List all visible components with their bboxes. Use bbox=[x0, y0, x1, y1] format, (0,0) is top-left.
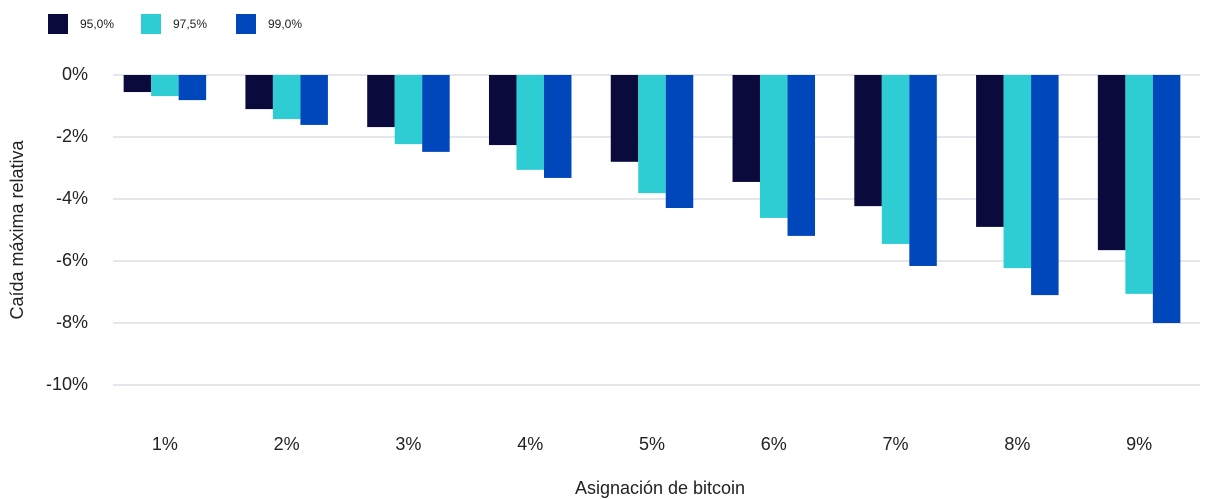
x-tick-label: 2% bbox=[274, 434, 300, 454]
bar bbox=[665, 75, 694, 208]
bar bbox=[854, 75, 882, 207]
bar bbox=[488, 75, 517, 146]
x-tick-label: 1% bbox=[152, 434, 178, 454]
bar bbox=[245, 75, 273, 110]
bar bbox=[422, 75, 450, 152]
bar bbox=[1152, 75, 1181, 323]
bar bbox=[123, 75, 152, 93]
y-tick-label: -2% bbox=[56, 126, 88, 146]
x-tick-label: 5% bbox=[639, 434, 665, 454]
y-tick-label: -8% bbox=[56, 312, 88, 332]
y-tick-label: -4% bbox=[56, 188, 88, 208]
bar bbox=[367, 75, 395, 128]
bar bbox=[787, 75, 816, 236]
bar bbox=[272, 75, 301, 120]
legend-label: 97,5% bbox=[173, 17, 207, 31]
x-tick-label: 3% bbox=[395, 434, 421, 454]
bar bbox=[976, 75, 1004, 227]
x-axis-title: Asignación de bitcoin bbox=[575, 478, 745, 498]
y-tick-label: -6% bbox=[56, 250, 88, 270]
x-tick-label: 4% bbox=[517, 434, 543, 454]
bar bbox=[178, 75, 207, 101]
x-tick-label: 8% bbox=[1004, 434, 1030, 454]
bar bbox=[1097, 75, 1126, 251]
x-tick-label: 9% bbox=[1126, 434, 1152, 454]
bar bbox=[760, 75, 788, 218]
bar bbox=[516, 75, 544, 170]
legend-label: 99,0% bbox=[268, 17, 302, 31]
bar bbox=[909, 75, 937, 266]
bar bbox=[394, 75, 423, 145]
legend-label: 95,0% bbox=[80, 17, 114, 31]
legend-swatch bbox=[48, 14, 68, 34]
y-tick-label: 0% bbox=[62, 64, 88, 84]
bar bbox=[1125, 75, 1153, 294]
bar bbox=[1003, 75, 1032, 269]
y-tick-label: -10% bbox=[46, 374, 88, 394]
legend-swatch bbox=[141, 14, 161, 34]
bar bbox=[732, 75, 761, 182]
bar bbox=[151, 75, 179, 97]
y-axis-title: Caída máxima relativa bbox=[7, 139, 27, 319]
bar bbox=[610, 75, 639, 162]
bar bbox=[300, 75, 328, 125]
x-tick-label: 7% bbox=[883, 434, 909, 454]
legend-swatch bbox=[236, 14, 256, 34]
bar bbox=[1031, 75, 1059, 296]
bar bbox=[881, 75, 910, 244]
bar bbox=[543, 75, 572, 178]
bar bbox=[638, 75, 666, 194]
x-tick-label: 6% bbox=[761, 434, 787, 454]
